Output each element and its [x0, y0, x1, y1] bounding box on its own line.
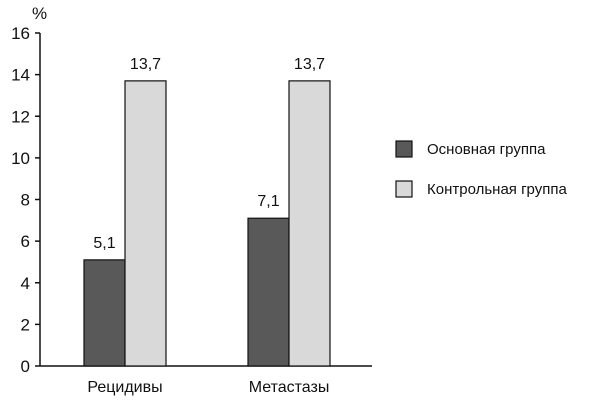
y-tick-label: 6 — [21, 232, 30, 251]
value-label: 13,7 — [294, 56, 325, 73]
value-label: 5,1 — [93, 235, 115, 252]
y-axis-unit-label: % — [32, 4, 47, 23]
y-tick-label: 8 — [21, 191, 30, 210]
bar-main-metastasis — [247, 217, 290, 367]
y-tick-label: 0 — [21, 357, 30, 376]
value-label: 13,7 — [130, 56, 161, 73]
y-tick-label: 10 — [11, 149, 30, 168]
y-tick-label: 2 — [21, 315, 30, 334]
category-labels-group: Рецидивы Метастазы — [87, 379, 329, 396]
y-tick-label: 16 — [11, 24, 30, 43]
y-tick-label: 12 — [11, 107, 30, 126]
y-tick-label: 4 — [21, 274, 30, 293]
bars-group — [83, 80, 331, 367]
legend: Основная группа Контрольная группа — [395, 140, 567, 198]
legend-swatch — [395, 140, 413, 158]
value-labels-group: 5,1 13,7 7,1 13,7 — [93, 56, 325, 252]
legend-label: Контрольная группа — [427, 181, 567, 198]
bar-main-recurrence — [83, 259, 126, 367]
legend-swatch — [395, 180, 413, 198]
category-label: Рецидивы — [87, 379, 162, 396]
y-tick-label: 14 — [11, 66, 30, 85]
y-axis-ticks: 0 2 4 6 8 10 12 14 16 — [11, 24, 40, 376]
category-label: Метастазы — [249, 379, 330, 396]
value-label: 7,1 — [257, 193, 279, 210]
legend-label: Основная группа — [427, 141, 546, 158]
bar-control-metastasis — [288, 80, 331, 367]
bar-control-recurrence — [124, 80, 167, 367]
